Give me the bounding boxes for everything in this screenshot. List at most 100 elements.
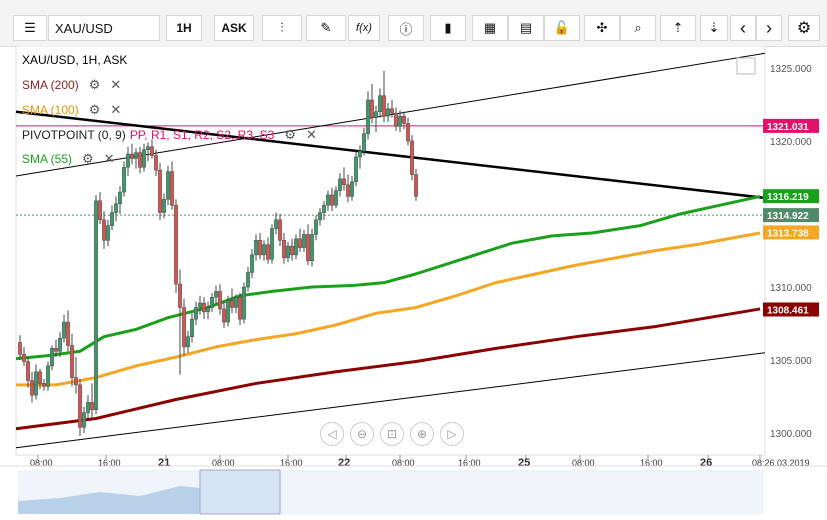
candle-body [334,190,338,206]
candle-body [58,337,62,352]
candle-body [390,108,394,114]
upload-icon[interactable]: ⇡ [660,15,696,41]
candle-body [318,212,322,221]
y-tick-label: 1325.000 [770,64,812,75]
candle-body [82,412,86,428]
sma200-close-icon[interactable]: ✕ [110,77,122,92]
next-icon[interactable]: › [756,15,782,41]
sma55-gear-icon[interactable]: ⚙ [82,151,94,166]
candle-body [386,108,390,117]
candle-body [342,178,346,186]
timeframe-selector[interactable]: 1H [166,15,202,41]
candle-body [146,146,150,150]
x-tick-label: 16:00 [98,458,121,468]
price-side-selector[interactable]: ASK [214,15,254,41]
legend-pivot: PIVOTPOINT (0, 9) PP, R1, S1, R2, S2, R3… [22,127,317,143]
candle-body [282,240,286,259]
trendline [15,352,766,449]
candle-body [362,133,366,152]
sma55-close-icon[interactable]: ✕ [103,151,115,166]
candle-body [158,169,162,213]
candle-body [122,166,126,193]
sma200-gear-icon[interactable]: ⚙ [88,77,101,92]
candle-body [114,203,118,213]
candle-body [22,353,26,362]
sma100-line [16,231,761,387]
price-label-box [763,118,819,133]
scroll-left-icon[interactable]: ◁ [320,422,344,446]
candle-body [106,225,110,241]
fullscreen-icon[interactable] [736,57,756,75]
settings-icon[interactable]: ⚙ [788,15,820,41]
price-label-text: 1316.219 [767,192,809,203]
candle-body [262,244,266,256]
candle-body [94,200,98,410]
download-icon[interactable]: ⇣ [700,15,728,41]
zoom-out-icon[interactable]: ⊖ [350,422,374,446]
menu-icon[interactable]: ☰ [13,15,47,41]
navigator-window[interactable] [199,469,281,515]
pivot-gear-icon[interactable]: ⚙ [284,127,296,142]
info-icon[interactable]: ⓘ [388,15,424,41]
x-tick-label: 26 [700,457,712,469]
scroll-right-icon[interactable]: ▷ [440,422,464,446]
candle-body [242,286,246,320]
zoom-in-icon[interactable]: ⊕ [410,422,434,446]
candle-body [214,291,218,298]
symbol-selector[interactable]: XAU/USD [48,15,160,41]
indicators-fx-button[interactable]: f(x) [348,15,380,41]
x-tick-label: 08:00 [392,458,415,468]
candle-body [110,212,114,226]
candle-body [274,219,278,229]
legend-sma100: SMA (100) ⚙ ✕ [22,102,121,118]
candle-body [286,245,290,259]
crosshair-icon[interactable]: ✣ [584,15,620,41]
x-tick-label: 08:00 [572,458,595,468]
pivot-label: PIVOTPOINT (0, 9) [22,128,126,142]
candle-body [206,307,210,313]
sma100-gear-icon[interactable]: ⚙ [88,102,101,117]
candle-body [218,291,222,310]
candle-body [166,171,170,200]
candle-body [222,308,226,323]
zoom-icon[interactable]: ⌕ [620,15,656,41]
candle-body [130,153,134,159]
chart-type-candles-icon[interactable]: ⫶ [262,15,302,41]
candle-body [414,174,418,197]
chart-svg[interactable]: 1300.0001305.0001310.0001315.0001320.000… [0,45,827,515]
pivot-close-icon[interactable]: ✕ [306,127,317,142]
sma100-close-icon[interactable]: ✕ [110,102,122,117]
sma100-label: SMA (100) [22,103,79,117]
candle-body [50,348,54,367]
prev-icon[interactable]: ‹ [730,15,756,41]
candle-body [174,204,178,285]
candle-body [126,153,130,168]
bars-chart-icon[interactable]: ▮ [430,15,466,41]
chart-title: XAU/USD, 1H, ASK [22,53,127,67]
price-label-box [763,208,819,223]
candle-body [366,99,370,134]
candle-body [246,272,250,288]
candle-body [70,345,74,378]
pivot-levels: PP, R1, S1, R2, S2, R3, S3 [129,128,275,142]
sma55-label: SMA (55) [22,152,73,166]
news-icon[interactable]: ▤ [508,15,544,41]
candle-body [358,150,362,158]
fit-icon[interactable]: ⊡ [380,422,404,446]
candle-body [34,371,38,396]
calendar-icon[interactable]: ▦ [472,15,508,41]
candle-body [26,361,30,381]
drawing-tool-icon[interactable]: ✎ [306,15,346,41]
legend-sma55: SMA (55) ⚙ ✕ [22,151,115,167]
chart-area[interactable]: 1300.0001305.0001310.0001315.0001320.000… [0,45,827,515]
toolbar: ☰ XAU/USD 1H ASK ⫶ ✎ f(x) ⓘ ▮ ▦ ▤ 🔓 ✣ ⌕ … [0,0,827,47]
x-tick-label: 16:00 [280,458,303,468]
candle-body [394,112,398,127]
candle-body [54,348,58,352]
candle-body [102,219,106,241]
sma200-label: SMA (200) [22,78,79,92]
candle-body [30,380,34,396]
candle-body [182,307,186,348]
lock-icon[interactable]: 🔓 [544,15,580,41]
y-tick-label: 1305.000 [770,356,812,367]
